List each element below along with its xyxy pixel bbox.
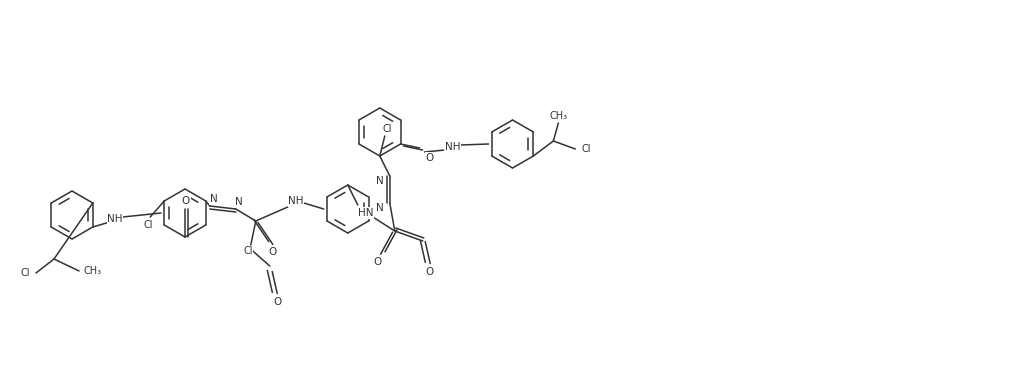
Text: Cl: Cl (20, 268, 29, 278)
Text: O: O (373, 257, 382, 267)
Text: NH: NH (107, 214, 122, 224)
Text: NH: NH (288, 196, 303, 206)
Text: O: O (425, 153, 433, 163)
Text: Cl: Cl (382, 124, 392, 134)
Text: O: O (182, 196, 190, 206)
Text: CH₃: CH₃ (83, 266, 101, 276)
Text: CH₃: CH₃ (549, 111, 567, 121)
Text: O: O (268, 247, 277, 257)
Text: Cl: Cl (582, 144, 591, 154)
Text: Cl: Cl (243, 246, 252, 256)
Text: N: N (376, 176, 383, 186)
Text: Cl: Cl (143, 220, 153, 230)
Text: N: N (210, 194, 218, 204)
Text: O: O (426, 267, 434, 277)
Text: N: N (235, 197, 243, 207)
Text: HN: HN (358, 208, 373, 218)
Text: NH: NH (444, 142, 461, 152)
Text: N: N (376, 203, 383, 213)
Text: O: O (274, 297, 282, 307)
